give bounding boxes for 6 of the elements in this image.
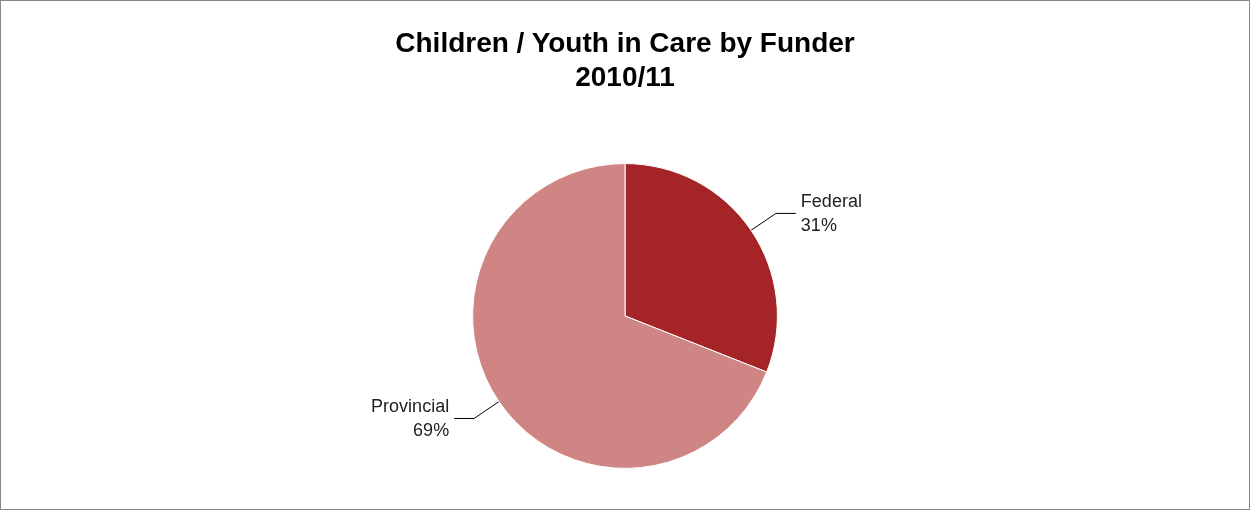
slice-label: Federal bbox=[800, 191, 862, 212]
slice-label: Provincial bbox=[371, 396, 450, 417]
data-label: 31% bbox=[800, 215, 837, 236]
data-label: 69% bbox=[413, 420, 450, 441]
chart-title: Children / Youth in Care by Funder bbox=[395, 26, 855, 58]
chart-subtitle: 2010/11 bbox=[575, 60, 675, 92]
